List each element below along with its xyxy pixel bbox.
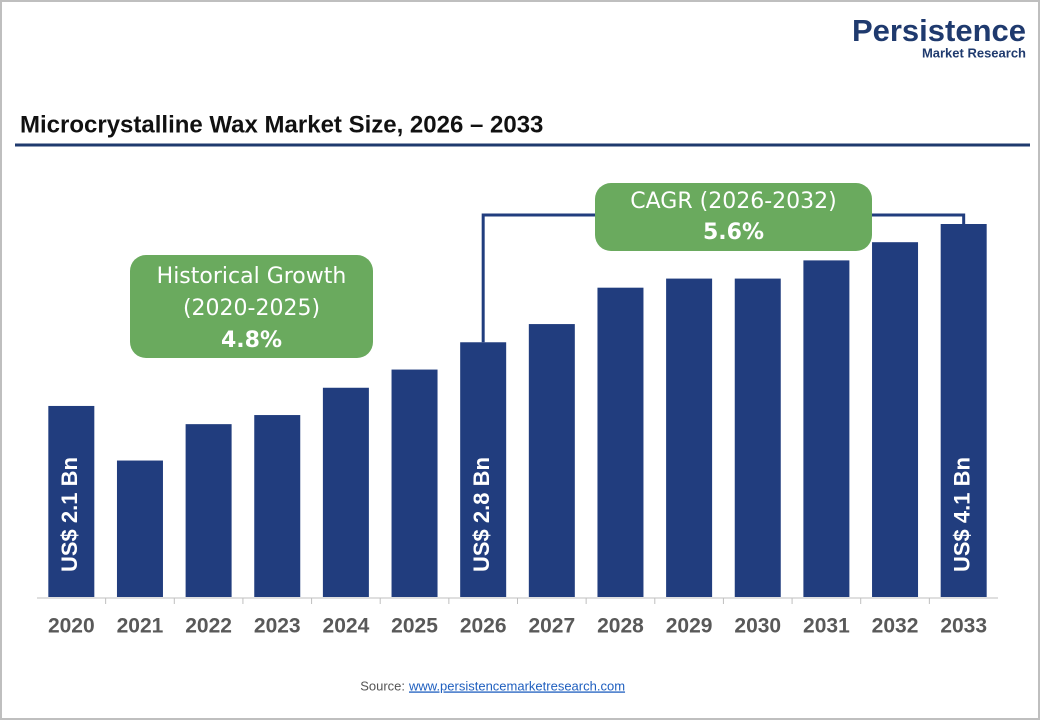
brand-tagline: Market Research <box>922 45 1026 60</box>
bar <box>803 260 850 597</box>
source-link[interactable]: www.persistencemarketresearch.com <box>408 678 625 693</box>
bar <box>391 369 438 597</box>
bar <box>116 460 163 597</box>
bar <box>940 224 987 597</box>
bar <box>322 387 369 597</box>
annotation-text: (2020-2025) <box>183 296 320 321</box>
chart-title: Microcrystalline Wax Market Size, 2026 –… <box>20 111 543 138</box>
x-tick-label: 2032 <box>872 615 919 638</box>
bar <box>48 405 95 597</box>
value-label: US$ 2.8 Bn <box>469 457 494 572</box>
bar <box>666 278 713 597</box>
source-label: Source: <box>360 678 405 693</box>
x-tick-label: 2025 <box>391 615 438 638</box>
bar <box>872 242 919 597</box>
bar <box>597 287 644 597</box>
x-tick-label: 2031 <box>803 615 850 638</box>
x-tick-label: 2028 <box>597 615 644 638</box>
bar <box>460 342 507 597</box>
value-label: US$ 4.1 Bn <box>949 457 974 572</box>
x-tick-label: 2024 <box>323 615 370 638</box>
annotation-text: Historical Growth <box>157 264 347 289</box>
x-tick-label: 2030 <box>734 615 781 638</box>
bar <box>734 278 781 597</box>
annotation-text: 4.8% <box>221 328 282 353</box>
bar <box>528 324 575 597</box>
x-tick-label: 2033 <box>940 615 987 638</box>
annotation-box <box>595 183 872 251</box>
value-label: US$ 2.1 Bn <box>57 457 82 572</box>
x-tick-label: 2023 <box>254 615 301 638</box>
brand-name: Persistence <box>852 13 1026 48</box>
annotation-box <box>130 255 373 358</box>
x-tick-label: 2026 <box>460 615 507 638</box>
x-tick-label: 2020 <box>48 615 95 638</box>
annotation-text: 5.6% <box>703 220 764 245</box>
annotation-text: CAGR (2026-2032) <box>630 189 836 214</box>
x-tick-label: 2022 <box>185 615 232 638</box>
bar <box>185 424 232 597</box>
x-tick-label: 2021 <box>117 615 164 638</box>
x-tick-label: 2027 <box>528 615 575 638</box>
bar <box>254 415 301 597</box>
x-tick-label: 2029 <box>666 615 713 638</box>
